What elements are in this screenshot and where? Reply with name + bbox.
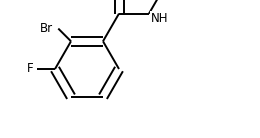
Text: Br: Br <box>40 22 53 35</box>
Text: F: F <box>26 63 33 75</box>
Text: NH: NH <box>151 12 168 25</box>
